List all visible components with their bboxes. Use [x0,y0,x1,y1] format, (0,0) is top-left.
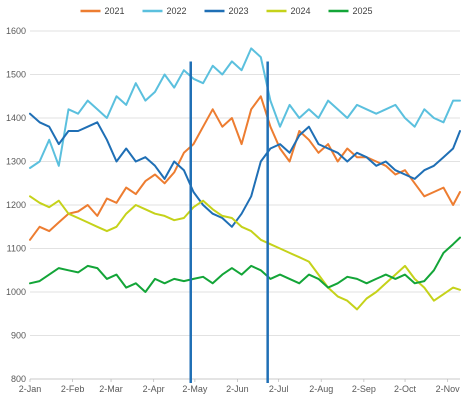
x-tick-label-2-sep: 2-Sep [352,384,376,394]
series-line-2022 [29,47,461,169]
x-tick-label-2-jun: 2-Jun [226,384,249,394]
series-line-2024 [29,195,461,311]
series-group [29,47,461,311]
y-tick-label-1500: 1500 [6,70,26,80]
y-axis: 800 900 1000 1100 1200 1300 1400 1500 1600 [6,26,26,384]
y-tick-label-1000: 1000 [6,287,26,297]
series-line-2021 [29,95,461,241]
grid [30,30,460,380]
y-tick-label-900: 900 [11,331,26,341]
x-tick-label-2-may: 2-May [182,384,208,394]
y-tick-label-1200: 1200 [6,200,26,210]
legend-label-2021: 2021 [105,6,125,16]
y-tick-label-1100: 1100 [7,244,26,254]
x-tick-label-2-mar: 2-Mar [99,384,123,394]
x-tick-label-2-jan: 2-Jan [19,384,42,394]
x-tick-label-2-nov: 2-Nov [436,384,461,394]
y-tick-label-1300: 1300 [6,157,26,167]
legend-label-2025: 2025 [353,6,373,16]
series-line-2023 [29,112,461,228]
legend: 2021 2022 2023 2024 2025 [80,6,373,16]
x-tick-label-2-aug: 2-Aug [309,384,333,394]
x-axis: 2-Jan 2-Feb 2-Mar 2-Apr 2-May 2-Jun 2-Jul 2-Aug… [19,378,461,394]
legend-label-2024: 2024 [291,6,311,16]
vertical-markers [189,61,269,383]
x-tick-label-2-apr: 2-Apr [143,384,165,394]
y-tick-label-800: 800 [11,374,26,384]
legend-label-2023: 2023 [229,6,249,16]
x-tick-label-2-jul: 2-Jul [269,384,289,394]
x-tick-label-2-oct: 2-Oct [394,384,417,394]
legend-label-2022: 2022 [167,6,187,16]
x-tick-label-2-feb: 2-Feb [61,384,85,394]
y-tick-label-1400: 1400 [6,113,26,123]
y-tick-label-1600: 1600 [6,26,26,36]
series-line-2025 [29,236,461,293]
